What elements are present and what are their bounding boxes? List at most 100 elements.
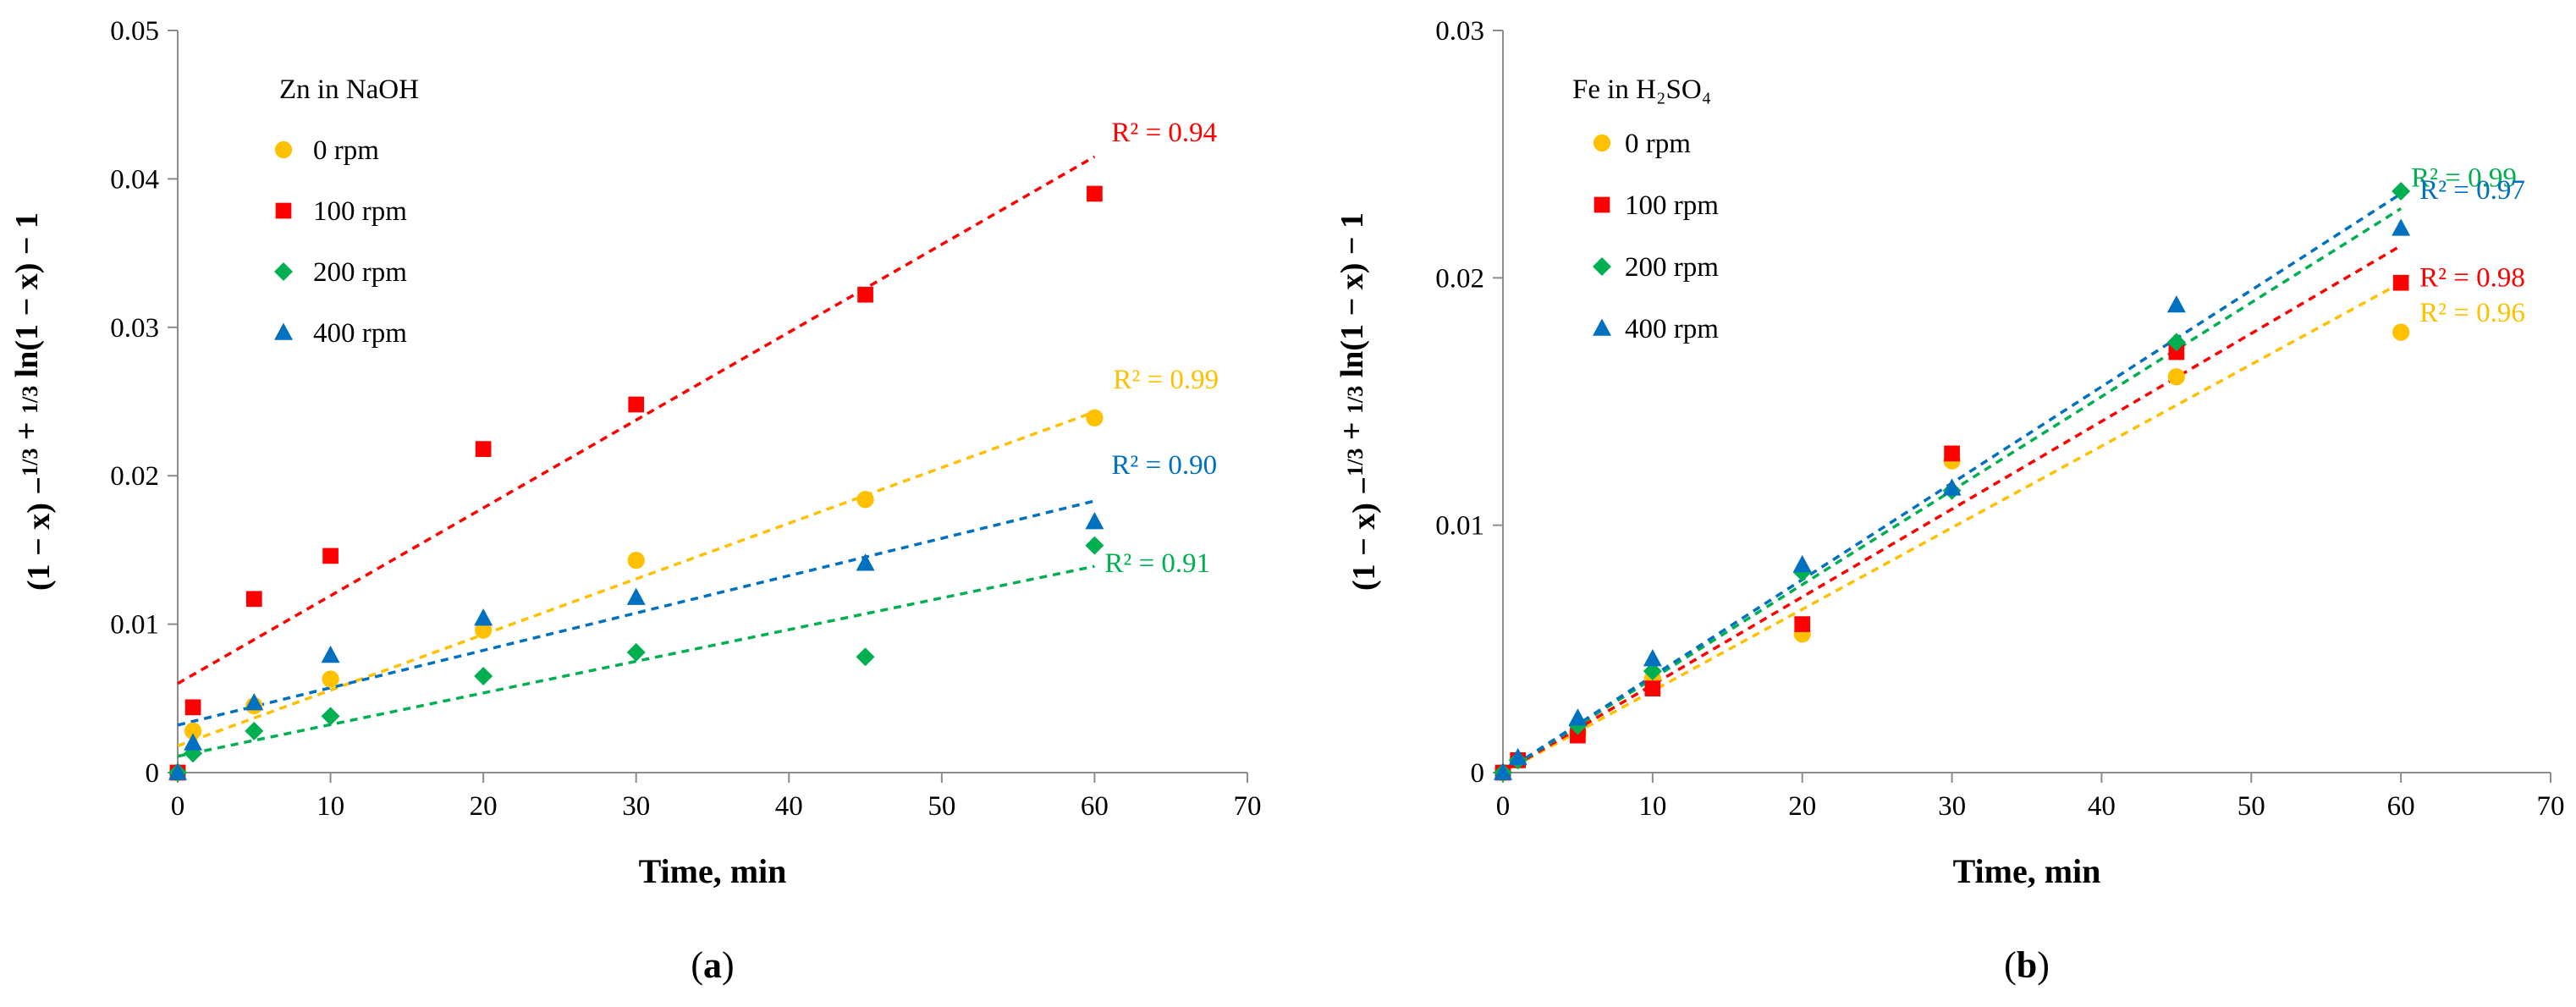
trendline: [177, 155, 1096, 685]
legend-marker: [274, 140, 293, 159]
legend-label: 200 rpm: [1625, 252, 1719, 283]
data-point: [2392, 274, 2409, 291]
panel-label: (a): [691, 944, 734, 986]
r-squared-label: R² = 0.97: [2419, 175, 2525, 206]
legend-title: Zn in NaOH: [279, 74, 419, 105]
r-squared-label: R² = 0.90: [1111, 450, 1217, 481]
data-point: [2166, 294, 2186, 313]
x-axis-label: Time, min: [639, 852, 787, 890]
data-point: [1570, 727, 1586, 744]
data-point: [2168, 344, 2185, 360]
x-tick-label: 60: [1081, 791, 1109, 822]
x-tick-label: 20: [470, 791, 498, 822]
x-tick-label: 30: [1938, 791, 1966, 822]
x-tick-label: 50: [2237, 791, 2265, 822]
x-tick-label: 10: [1638, 791, 1666, 822]
chart-panel-b: 0 10 20 30 40 50 60 70 0 0.01 0.02 0.03 Time, min (1 …: [1335, 16, 2565, 986]
r-squared-label: R² = 0.99: [2411, 162, 2517, 193]
data-point: [184, 733, 203, 751]
y-tick-label: 0: [146, 758, 160, 789]
legend-marker: [1593, 257, 1611, 276]
data-point: [2392, 182, 2411, 201]
trendline: [1502, 281, 2402, 774]
x-tick-label: 20: [1788, 791, 1816, 822]
data-point: [628, 396, 645, 413]
data-point: [1792, 554, 1812, 573]
data-point: [245, 591, 262, 608]
data-point: [184, 699, 201, 716]
y-tick-label: 0.03: [110, 313, 159, 344]
legend-marker: [1593, 134, 1611, 152]
data-point: [322, 670, 339, 688]
data-point: [856, 647, 875, 667]
data-point: [322, 548, 339, 564]
legend-marker: [274, 262, 293, 281]
data-point: [474, 608, 493, 626]
legend-marker: [1593, 318, 1611, 336]
data-point: [1643, 648, 1662, 667]
legend-marker: [275, 202, 292, 219]
trendline: [177, 499, 1095, 727]
legend-label: 100 rpm: [1625, 190, 1719, 221]
x-tick-label: 0: [171, 791, 185, 822]
data-point: [1643, 662, 1662, 681]
data-point: [1942, 478, 1962, 496]
data-point: [1568, 708, 1588, 726]
legend-label: 400 rpm: [313, 318, 407, 349]
data-point: [856, 491, 874, 509]
legend-label: 200 rpm: [313, 257, 407, 288]
x-tick-label: 10: [316, 791, 344, 822]
y-tick-label: 0.02: [110, 461, 159, 492]
data-point: [626, 587, 646, 605]
x-tick-label: 40: [775, 791, 803, 822]
data-point: [475, 441, 492, 457]
y-tick-label: 0.01: [1435, 511, 1484, 542]
data-point: [245, 693, 264, 711]
data-point: [245, 721, 264, 740]
trendline: [177, 410, 1096, 748]
x-tick-label: 0: [1496, 791, 1511, 822]
data-point: [474, 666, 493, 685]
x-tick-label: 30: [622, 791, 650, 822]
data-point: [626, 642, 646, 662]
x-tick-label: 40: [2088, 791, 2116, 822]
data-point: [1494, 762, 1512, 780]
data-point: [184, 722, 202, 740]
r-squared-label: R² = 0.91: [1104, 548, 1210, 579]
legend-marker: [1593, 196, 1610, 213]
data-point: [321, 645, 340, 663]
data-point: [168, 762, 187, 780]
trendline: [1502, 244, 2403, 774]
data-point: [2392, 323, 2410, 341]
r-squared-label: R² = 0.98: [2419, 262, 2525, 293]
legend-label: 400 rpm: [1625, 314, 1719, 344]
r-squared-label: R² = 0.94: [1111, 118, 1217, 148]
data-point: [321, 707, 340, 726]
legend-label: 0 rpm: [313, 135, 379, 166]
data-point: [475, 621, 493, 639]
y-tick-label: 0.05: [110, 16, 159, 47]
data-point: [857, 286, 873, 303]
chart-panel-a: 0 10 20 30 40 50 60 70 0 0.01 0.02 0.03 0.04 0.05 Time…: [9, 16, 1262, 986]
y-tick-label: 0.04: [110, 164, 159, 195]
y-tick-label: 0.03: [1435, 16, 1484, 47]
data-point: [1087, 185, 1103, 202]
x-tick-label: 60: [2387, 791, 2415, 822]
x-axis-label: Time, min: [1953, 852, 2101, 890]
data-point: [1085, 512, 1104, 530]
data-point: [1086, 409, 1104, 426]
data-point: [2166, 333, 2186, 352]
data-point: [2167, 368, 2185, 386]
y-axis-label: (1 − x) −1/3 + 1/3 ln(1 − x) − 1: [9, 212, 57, 591]
data-point: [1944, 445, 1960, 462]
data-point: [2392, 218, 2411, 236]
legend-marker: [274, 322, 293, 340]
x-tick-label: 70: [2537, 791, 2565, 822]
x-tick-label: 70: [1234, 791, 1262, 822]
data-point: [1644, 680, 1661, 696]
r-squared-label: R² = 0.96: [2419, 298, 2525, 328]
legend-label: 0 rpm: [1625, 129, 1691, 159]
y-tick-label: 0.02: [1435, 263, 1484, 294]
y-tick-label: 0: [1471, 758, 1485, 789]
